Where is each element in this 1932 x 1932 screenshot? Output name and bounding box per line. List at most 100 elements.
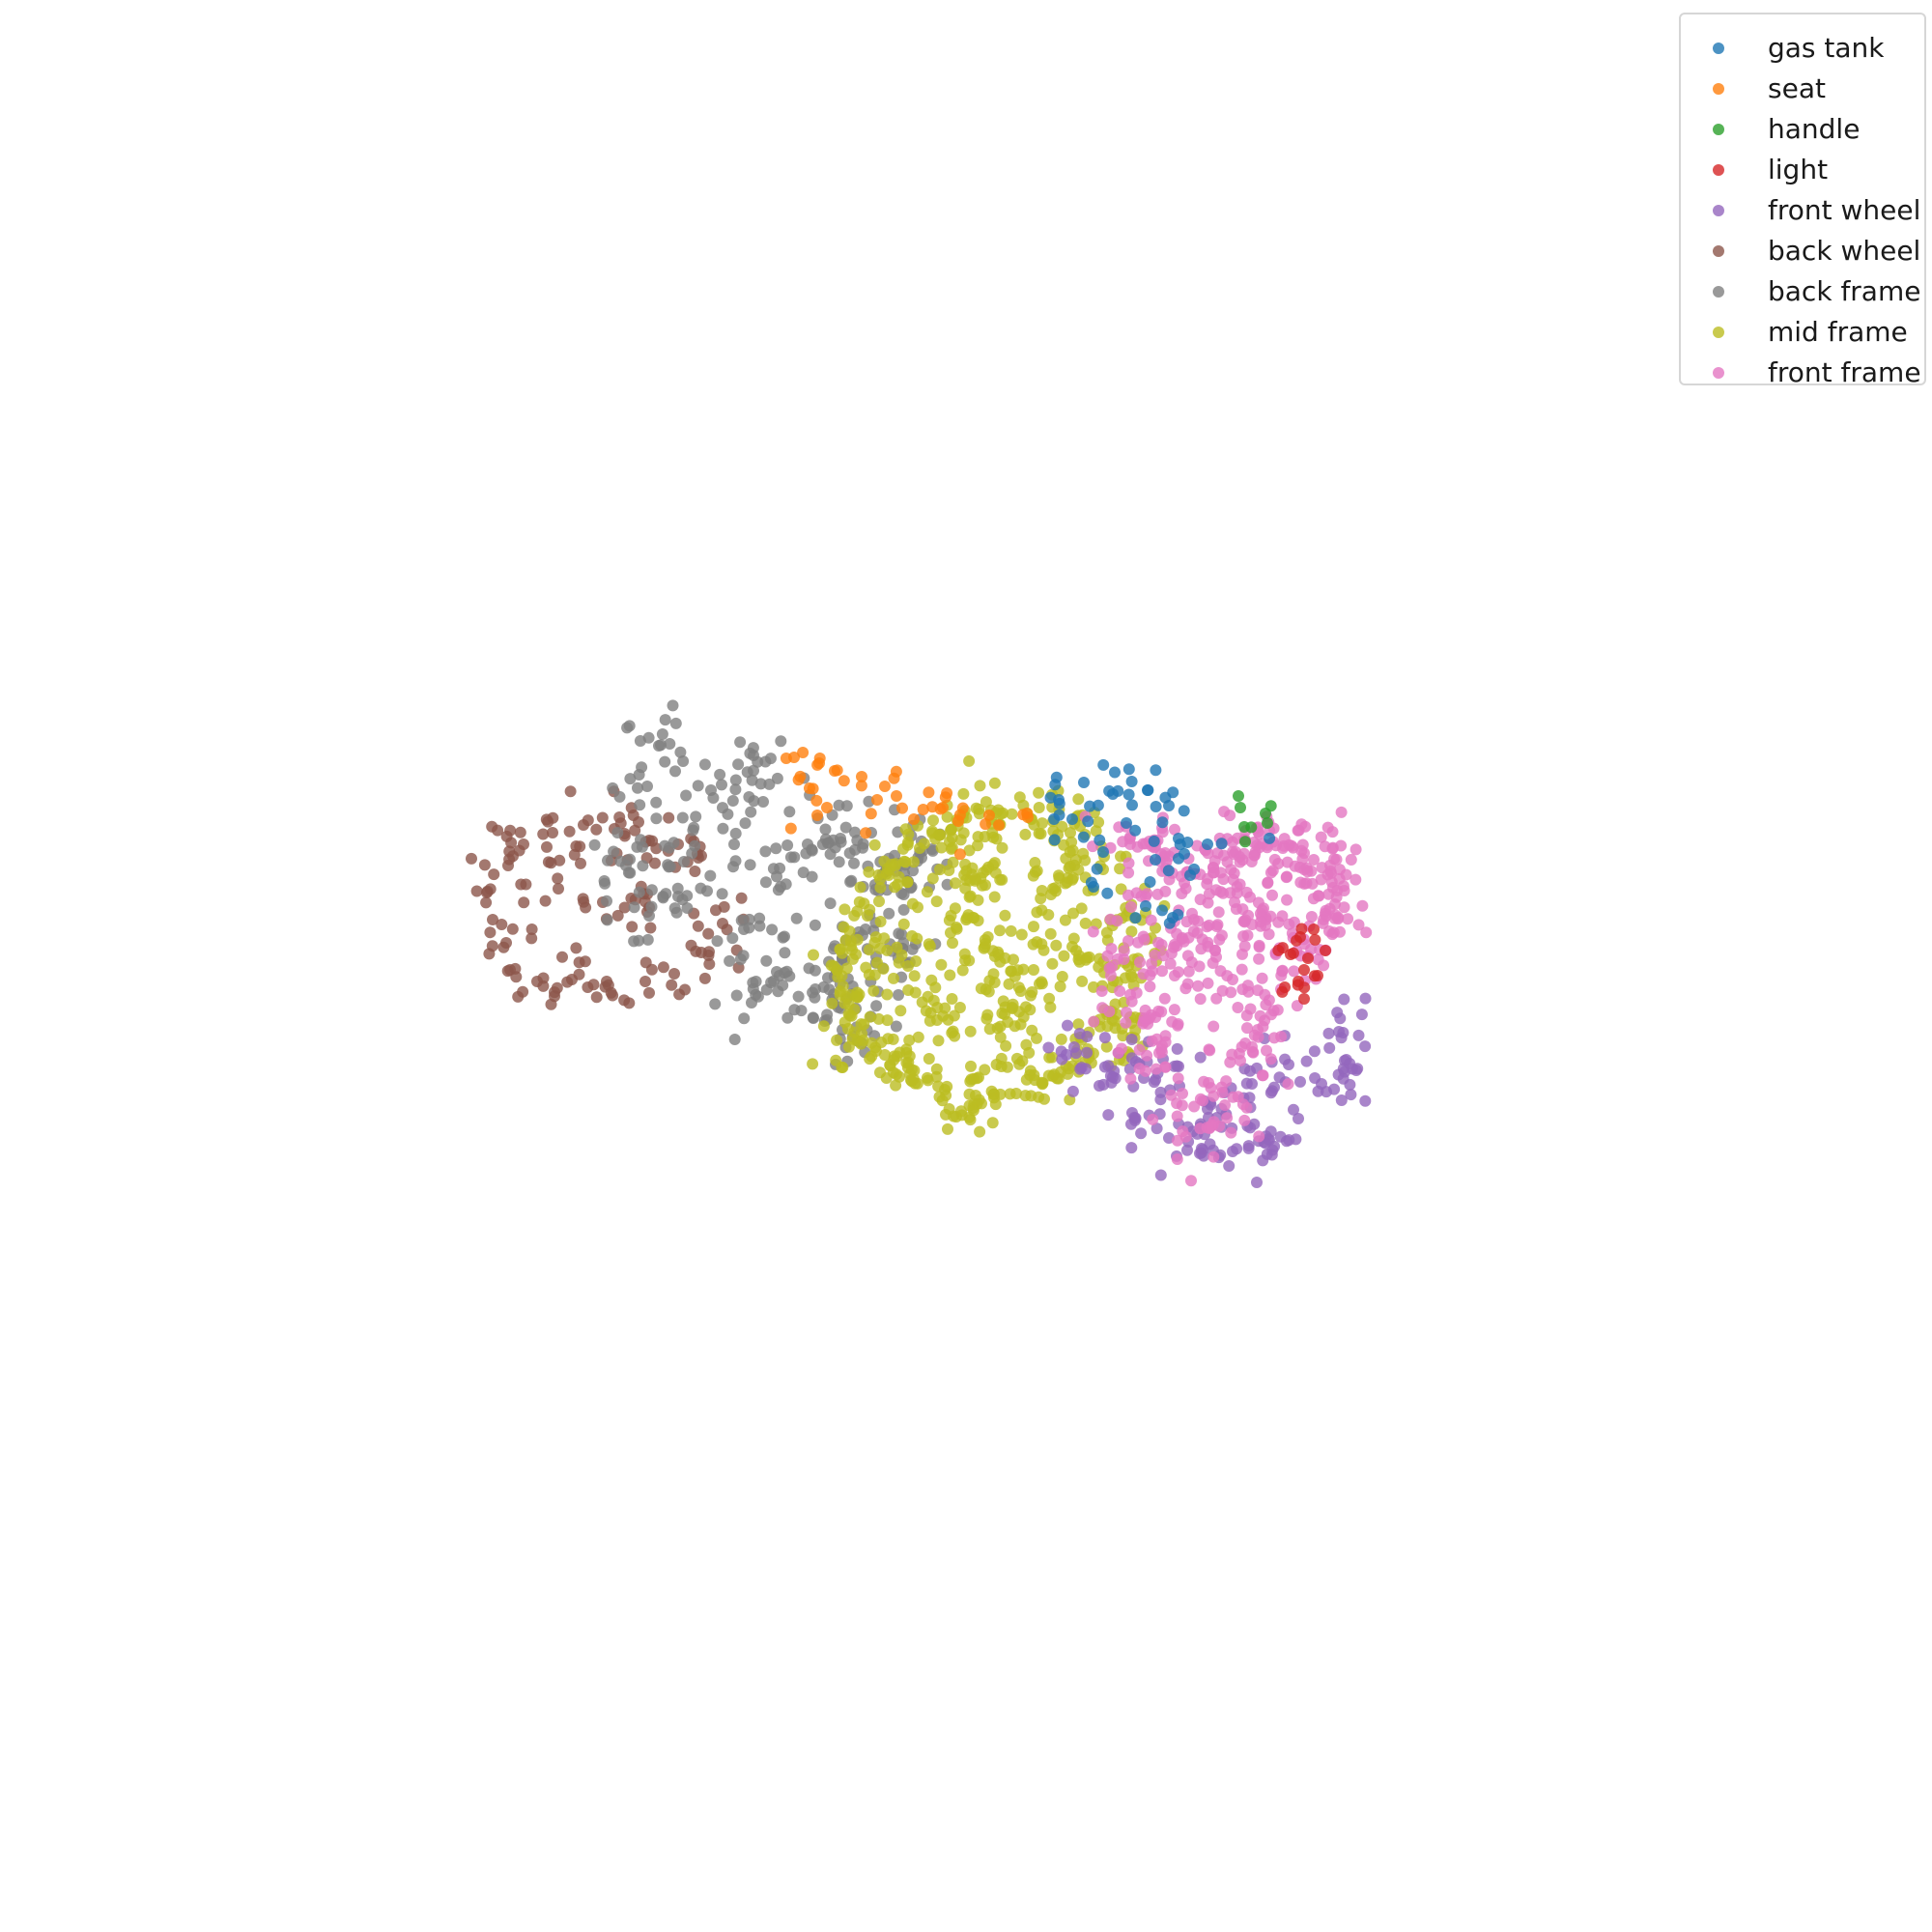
data-point	[1197, 1094, 1208, 1107]
data-point	[743, 922, 755, 934]
data-point	[1276, 942, 1289, 954]
legend-item-light: light	[1681, 150, 1924, 190]
data-point	[1163, 873, 1176, 886]
data-point	[759, 876, 772, 889]
data-point	[1100, 926, 1113, 939]
data-point	[993, 819, 1005, 832]
data-point	[781, 839, 794, 851]
data-point	[643, 986, 655, 999]
data-point	[994, 924, 1006, 937]
data-point	[890, 1020, 902, 1033]
data-point	[514, 826, 526, 838]
data-point	[1011, 964, 1024, 977]
data-point	[1165, 1089, 1178, 1101]
legend-marker	[1713, 245, 1724, 257]
data-point	[1004, 1088, 1016, 1100]
data-point	[575, 857, 586, 869]
data-point	[641, 933, 654, 946]
data-point	[1221, 1112, 1234, 1124]
data-point	[1256, 1069, 1268, 1082]
data-point	[1235, 802, 1246, 813]
data-point	[974, 780, 986, 792]
data-point	[1236, 948, 1248, 960]
data-point	[1059, 914, 1071, 926]
data-point	[1265, 1009, 1277, 1021]
data-point	[797, 747, 810, 758]
data-point	[980, 818, 992, 831]
data-point	[1150, 801, 1162, 812]
data-point	[664, 738, 676, 750]
data-point	[942, 1122, 953, 1135]
data-point	[743, 791, 755, 803]
data-point	[1035, 893, 1047, 905]
data-point	[1082, 815, 1094, 828]
data-point	[1109, 766, 1121, 779]
data-point	[1003, 978, 1015, 990]
data-point	[1122, 763, 1135, 776]
data-point	[760, 954, 773, 967]
data-point	[921, 1071, 933, 1084]
data-point	[907, 865, 919, 877]
data-point	[987, 831, 1000, 843]
legend-item-handle: handle	[1681, 109, 1924, 150]
data-point	[709, 998, 722, 1010]
data-point	[1251, 839, 1264, 852]
data-point	[857, 1034, 869, 1046]
data-point	[1062, 1067, 1074, 1080]
data-point	[1248, 1118, 1261, 1130]
data-point	[1294, 876, 1307, 889]
data-point	[764, 753, 777, 765]
data-point	[843, 1009, 856, 1022]
data-point	[480, 896, 493, 909]
data-point	[759, 845, 772, 858]
data-point	[1165, 947, 1178, 959]
data-point	[624, 853, 636, 866]
legend-label: seat	[1768, 72, 1826, 104]
data-point	[1342, 913, 1354, 925]
data-point	[1155, 939, 1168, 951]
data-point	[716, 779, 727, 791]
data-point	[1188, 1100, 1201, 1113]
data-point	[1001, 1061, 1013, 1073]
data-point	[940, 1108, 952, 1121]
data-point	[1338, 901, 1350, 914]
data-point	[927, 994, 940, 1007]
data-point	[1079, 917, 1092, 929]
data-point	[1262, 817, 1273, 829]
data-point	[1268, 853, 1281, 866]
data-point	[735, 892, 748, 904]
data-point	[1102, 1109, 1115, 1122]
data-point	[553, 883, 564, 895]
data-point	[1122, 857, 1135, 869]
data-point	[580, 901, 592, 914]
data-point	[863, 866, 875, 878]
data-point	[1124, 1072, 1137, 1085]
legend-item-front-wheel: front wheel	[1681, 190, 1924, 231]
data-point	[1276, 964, 1289, 977]
data-point	[994, 1031, 1007, 1043]
data-point	[853, 895, 866, 908]
data-point	[1246, 1045, 1259, 1058]
data-point	[1308, 1045, 1321, 1058]
data-point	[1009, 1020, 1021, 1033]
data-point	[1182, 965, 1195, 978]
data-point	[1172, 1018, 1184, 1030]
data-point	[650, 796, 663, 809]
data-point	[1257, 1020, 1269, 1033]
data-point	[752, 755, 764, 768]
data-point	[875, 1037, 888, 1048]
data-point	[854, 881, 867, 894]
data-point	[1331, 884, 1344, 896]
data-point	[574, 840, 586, 853]
data-point	[680, 789, 693, 802]
data-point	[910, 955, 923, 967]
data-point	[1281, 894, 1293, 906]
data-point	[923, 1053, 935, 1065]
data-point	[1075, 902, 1088, 915]
data-point	[1282, 1078, 1294, 1091]
data-point	[1340, 1054, 1352, 1065]
data-point	[770, 842, 782, 855]
data-point	[633, 769, 645, 781]
data-point	[927, 814, 939, 827]
data-point	[831, 764, 843, 777]
